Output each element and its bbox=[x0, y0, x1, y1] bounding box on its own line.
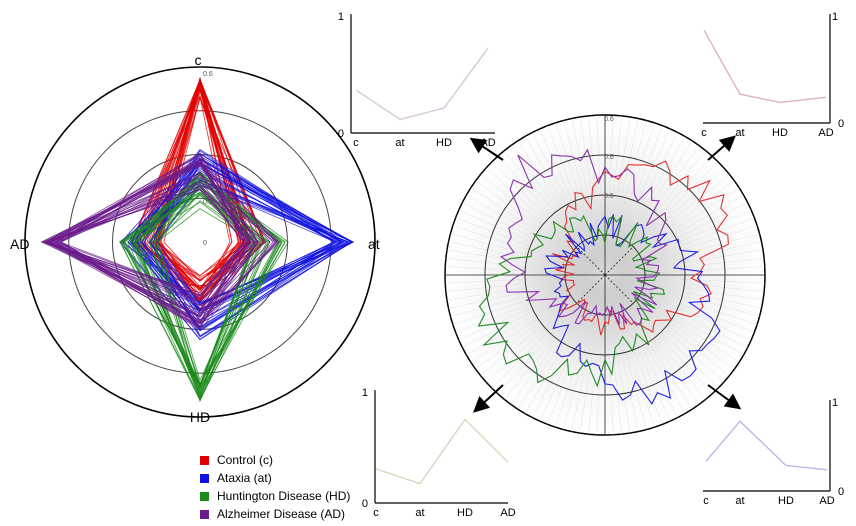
polar-grid bbox=[444, 114, 766, 436]
radar-line-AD-18 bbox=[48, 161, 280, 321]
mini-tick-top-right-2: HD bbox=[772, 127, 788, 139]
legend-swatch-alzheimer bbox=[200, 509, 209, 519]
radar-axis-label-ad: AD bbox=[10, 236, 29, 252]
mini-line-bottom-right bbox=[705, 420, 828, 471]
mini-ytick-1-top-left: 1 bbox=[338, 11, 344, 23]
polar-line-AD bbox=[499, 148, 668, 327]
radar-axis-label-c: c bbox=[195, 52, 202, 68]
mini-ytick-1-bottom-left: 1 bbox=[362, 387, 368, 399]
mini-tick-bottom-right-3: AD bbox=[819, 495, 834, 507]
radar-line-HD-23 bbox=[153, 171, 279, 386]
mini-tick-bottom-right-0: c bbox=[703, 495, 709, 507]
radar-line-AD-28 bbox=[54, 181, 276, 325]
polar-line-c bbox=[552, 160, 729, 336]
radar-line-HD-8 bbox=[138, 194, 267, 392]
mini-ytick-1-top-right: 1 bbox=[832, 11, 838, 23]
mini-tick-top-right-0: c bbox=[701, 127, 707, 139]
mini-tick-bottom-left-2: HD bbox=[457, 507, 473, 519]
legend-item-huntington: Huntington Disease (HD) bbox=[200, 487, 350, 505]
legend-item-control: Control (c) bbox=[200, 451, 350, 469]
mini-tick-top-left-3: AD bbox=[480, 137, 495, 149]
radar-line-AD-29 bbox=[42, 173, 255, 304]
mini-chart-top-left: c at HD AD 1 0 bbox=[338, 11, 496, 149]
radar-tick-0.6: 0.6 bbox=[203, 71, 213, 78]
polar-inner-diag-3 bbox=[604, 274, 634, 304]
radar-line-at-27 bbox=[148, 171, 343, 305]
mini-tick-bottom-left-0: c bbox=[373, 507, 379, 519]
polar-inner-diag-0 bbox=[576, 246, 606, 276]
polar-chart: 0.6 0.6 0.6 bbox=[444, 114, 766, 436]
mini-tick-top-right-3: AD bbox=[818, 127, 833, 139]
mini-line-top-right bbox=[703, 29, 827, 104]
radar-series-lines bbox=[40, 77, 355, 403]
mini-tick-top-left-2: HD bbox=[436, 137, 452, 149]
legend: Control (c) Ataxia (at) Huntington Disea… bbox=[200, 451, 350, 523]
radar-axis-label-at: at bbox=[368, 236, 380, 252]
callout-arrows bbox=[469, 135, 742, 413]
radar-grid-ring-0 bbox=[68, 110, 332, 374]
mini-tick-bottom-right-2: HD bbox=[778, 495, 794, 507]
legend-label-ataxia: Ataxia (at) bbox=[217, 471, 272, 485]
radar-line-AD-20 bbox=[52, 165, 260, 315]
radar-line-AD-14 bbox=[55, 185, 255, 312]
mini-ytick-0-top-right: 0 bbox=[838, 118, 844, 130]
mini-tick-bottom-left-1: at bbox=[415, 507, 424, 519]
legend-swatch-huntington bbox=[200, 491, 209, 501]
polar-line-HD bbox=[477, 214, 666, 388]
polar-tick-3: 0.6 bbox=[604, 193, 614, 200]
mini-ytick-0-bottom-left: 0 bbox=[362, 498, 368, 510]
mini-tick-top-left-1: at bbox=[395, 137, 404, 149]
mini-line-top-left bbox=[355, 47, 489, 121]
radar-line-HD-21 bbox=[156, 208, 257, 391]
radar-line-AD-23 bbox=[42, 185, 245, 294]
mini-ytick-1-bottom-right: 1 bbox=[832, 397, 838, 409]
radar-line-AD-16 bbox=[49, 172, 274, 322]
radar-chart: c at HD AD 0 0.2 0.6 bbox=[10, 52, 380, 425]
radar-tick-0: 0 bbox=[203, 240, 207, 247]
mini-line-bottom-left bbox=[375, 418, 509, 485]
legend-swatch-ataxia bbox=[200, 473, 209, 483]
mini-chart-bottom-left: c at HD AD 1 0 bbox=[362, 387, 516, 519]
mini-tick-top-right-1: at bbox=[735, 127, 744, 139]
radar-tick-0.2: 0.2 bbox=[203, 199, 213, 206]
radar-line-AD-26 bbox=[51, 152, 251, 319]
callout-arrow-1 bbox=[707, 135, 737, 161]
polar-series-lines bbox=[477, 148, 729, 405]
polar-tick-1: 0.6 bbox=[604, 116, 614, 123]
mini-chart-bottom-right: c at HD AD 1 0 bbox=[703, 397, 844, 507]
legend-item-ataxia: Ataxia (at) bbox=[200, 469, 350, 487]
radar-line-c-23 bbox=[130, 87, 254, 282]
polar-inner-diag-1 bbox=[604, 246, 634, 276]
polar-line-at bbox=[544, 214, 721, 405]
callout-arrow-2 bbox=[473, 384, 504, 413]
polar-inner-diag-2 bbox=[576, 274, 606, 304]
radar-line-at-20 bbox=[131, 155, 354, 338]
radar-axis-label-hd: HD bbox=[190, 409, 210, 425]
mini-ytick-0-top-left: 0 bbox=[338, 128, 344, 140]
mini-tick-bottom-left-3: AD bbox=[500, 507, 515, 519]
radar-line-at-21 bbox=[134, 150, 335, 332]
callout-arrow-0 bbox=[469, 137, 504, 161]
mini-chart-top-right: c at HD AD 1 0 bbox=[701, 11, 844, 139]
legend-label-alzheimer: Alzheimer Disease (AD) bbox=[217, 507, 346, 521]
mini-tick-top-left-0: c bbox=[353, 137, 359, 149]
legend-label-control: Control (c) bbox=[217, 453, 274, 467]
radar-outer-ring bbox=[24, 66, 376, 418]
callout-arrow-3 bbox=[707, 384, 742, 410]
polar-tick-2: 0.6 bbox=[604, 154, 614, 161]
legend-item-alzheimer: Alzheimer Disease (AD) bbox=[200, 505, 350, 523]
legend-label-huntington: Huntington Disease (HD) bbox=[217, 489, 351, 503]
legend-swatch-control bbox=[200, 455, 209, 465]
mini-tick-bottom-right-1: at bbox=[735, 495, 744, 507]
radar-grid bbox=[24, 66, 376, 418]
mini-ytick-0-bottom-right: 0 bbox=[838, 486, 844, 498]
